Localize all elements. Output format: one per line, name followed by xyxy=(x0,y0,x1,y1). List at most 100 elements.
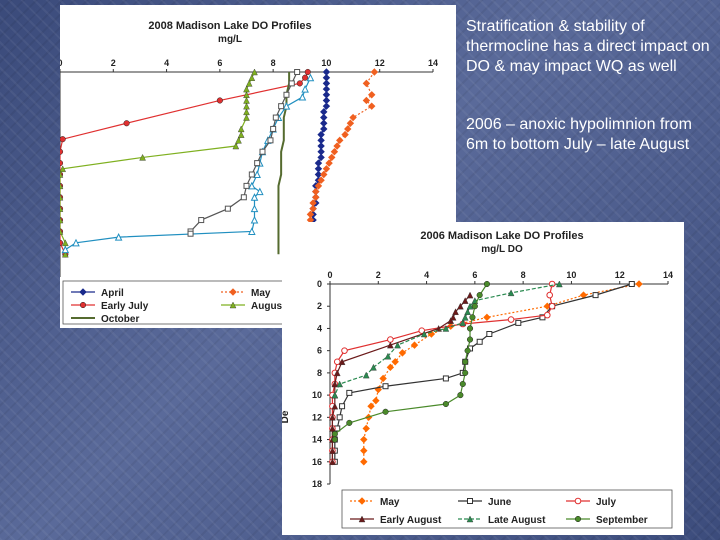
chart-2006-data-point xyxy=(442,324,450,332)
chart-2008-data-point xyxy=(243,114,250,121)
chart-2008-data-point xyxy=(320,170,328,179)
chart-2006-series-may xyxy=(360,280,643,466)
chart-2008-svg: 2008 Madison Lake DO Profiles mg/L 0 2 4 6 8 10… xyxy=(60,20,438,325)
chart-2006-data-point xyxy=(336,414,343,421)
chart-2006-data-point xyxy=(338,358,346,365)
chart-2006-data-point xyxy=(382,408,389,415)
chart-2008-data-point xyxy=(248,181,256,190)
chart-2008-data-point xyxy=(278,103,285,110)
chart-2008-data-point xyxy=(312,193,320,201)
chart-2008-data-point xyxy=(60,136,66,143)
chart-2006-data-point xyxy=(386,363,395,372)
chart-2008-data-point xyxy=(301,84,309,93)
chart-2008-data-point xyxy=(314,182,323,190)
chart-2006-x-tick-label: 0 xyxy=(327,270,332,280)
chart-2008-data-point xyxy=(60,171,64,178)
chart-2008-data-point xyxy=(60,193,64,201)
chart-2008-data-point xyxy=(243,182,250,189)
chart-2008-data-point xyxy=(336,136,344,145)
chart-2006-legend: May June July Early August Late August Septem… xyxy=(341,489,673,529)
chart-2008-legend: April May Early July August October xyxy=(62,280,304,325)
chart-2006-data-point xyxy=(464,347,471,354)
chart-2008-data-point xyxy=(370,68,379,76)
chart-2006-legend-label: Early August xyxy=(380,515,442,526)
chart-2006-y-tick-label: 8 xyxy=(317,368,322,378)
chart-2008-data-point xyxy=(232,142,240,150)
chart-2006-x-tick-label: 4 xyxy=(424,270,429,280)
chart-2008-data-point xyxy=(250,204,259,213)
chart-2006-data-point xyxy=(329,424,336,432)
chart-2008-data-point xyxy=(198,217,205,224)
chart-2006-data-point xyxy=(548,302,556,310)
chart-2008-data-point xyxy=(243,102,250,110)
chart-2006-data-point xyxy=(461,313,469,321)
chart-2008-data-point xyxy=(309,204,317,213)
chart-2006-data-point xyxy=(459,319,467,327)
chart-2008-data-point xyxy=(322,102,331,110)
chart-2008-data-point xyxy=(322,165,331,173)
chart-2006-data-point xyxy=(387,341,394,349)
chart-2008-data-point xyxy=(60,239,64,246)
chart-2008-data-point xyxy=(294,69,301,75)
chart-2006-data-point xyxy=(331,436,338,443)
chart-2006-data-point xyxy=(457,302,464,310)
chart-2008-legend-marker xyxy=(79,301,87,309)
chart-2008-x-tick-label: 12 xyxy=(375,58,385,68)
chart-2006-series-line xyxy=(334,283,488,440)
chart-2006-data-point xyxy=(331,380,339,388)
chart-2006-legend-label: June xyxy=(488,497,512,508)
chart-2006-data-point xyxy=(462,358,469,365)
chart-2008-data-point xyxy=(216,97,223,104)
chart-2008-data-point xyxy=(123,120,130,127)
chart-2006-series-june xyxy=(331,281,635,465)
chart-2008-data-point xyxy=(254,160,261,167)
chart-2006-x-tick-label: 8 xyxy=(521,270,526,280)
chart-2006-y-tick-label: 0 xyxy=(317,279,322,289)
chart-2008-data-point xyxy=(62,239,69,247)
chart-2006-data-point xyxy=(333,369,341,377)
chart-2006-title: 2006 Madison Lake DO Profiles xyxy=(420,230,583,242)
chart-2006-legend-marker xyxy=(358,515,366,523)
chart-2008-data-point xyxy=(237,131,245,138)
chart-2006-data-point xyxy=(476,338,483,345)
chart-2008-data-point xyxy=(333,142,341,150)
chart-2008-series-unnamed-5 xyxy=(61,73,315,254)
chart-2008-title: 2008 Madison Lake DO Profiles xyxy=(148,20,311,32)
chart-2006-data-point xyxy=(336,380,343,388)
chart-2008-data-point xyxy=(349,113,357,122)
chart-2008-data-point xyxy=(256,187,264,196)
chart-2006-data-point xyxy=(362,424,370,433)
anoxic-hypolimnion-text: 2006 – anoxic hypolimnion from 6m to bot… xyxy=(466,116,692,153)
chart-2008-series-unnamed-6 xyxy=(187,69,301,237)
chart-2008-legend-label: October xyxy=(101,314,139,325)
chart-2006-data-point xyxy=(418,327,426,334)
chart-2008-data-point xyxy=(304,68,311,76)
chart-2008-x-tick-label: 14 xyxy=(428,58,438,68)
chart-2006-data-point xyxy=(360,458,368,466)
chart-2006-y-axis-label: De xyxy=(282,410,291,423)
chart-2008-data-point xyxy=(60,148,64,155)
chart-2006-data-point xyxy=(329,447,336,454)
chart-2006-data-point xyxy=(515,319,522,326)
chart-2008-data-point xyxy=(72,238,80,247)
chart-2006-data-point xyxy=(459,380,466,388)
chart-2008-data-point xyxy=(362,96,371,105)
chart-2008-data-point xyxy=(267,137,274,144)
chart-2008-data-point xyxy=(250,215,259,224)
chart-2006-data-point xyxy=(449,313,457,321)
chart-2006-data-point xyxy=(346,389,353,396)
chart-2008-data-point xyxy=(60,160,64,167)
chart-2006-data-point xyxy=(476,292,483,299)
chart-2008-data-point xyxy=(330,148,339,156)
chart-2006-data-point xyxy=(628,281,635,287)
chart-2008-legend-marker xyxy=(229,288,237,296)
chart-2008-data-point xyxy=(283,91,290,98)
chart-2008-legend-box xyxy=(62,280,304,325)
chart-2008-data-point xyxy=(251,68,258,76)
chart-2006-data-point xyxy=(370,363,377,371)
chart-2006-data-point xyxy=(391,358,399,366)
chart-2006-legend-marker xyxy=(574,497,582,505)
chart-2006-x-axis-label: mg/L DO xyxy=(481,244,523,255)
chart-2008-legend-marker xyxy=(79,288,87,296)
chart-2008-data-point xyxy=(368,102,376,110)
